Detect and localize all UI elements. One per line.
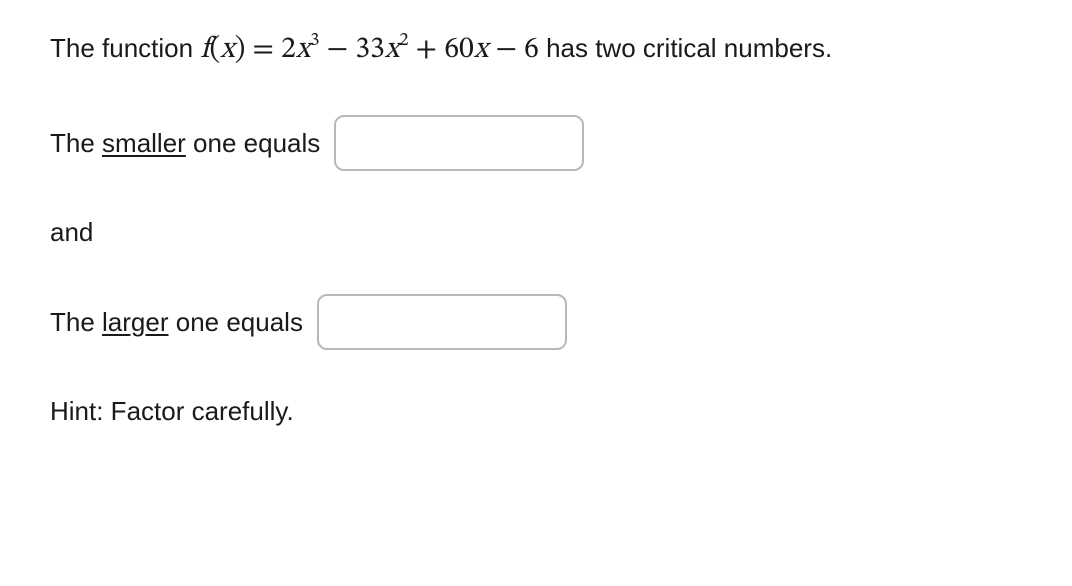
larger-input[interactable]: [317, 294, 567, 350]
hint-text: Hint: Factor carefully.: [50, 392, 1022, 431]
smaller-input[interactable]: [334, 115, 584, 171]
function-expression: f(x) = 2x3 − 33x2 + 60x − 6: [200, 35, 539, 65]
and-label: and: [50, 213, 1022, 252]
intro-prefix: The function: [50, 33, 200, 63]
smaller-underline: smaller: [102, 128, 186, 158]
smaller-prompt-row: The smaller one equals: [50, 115, 1022, 171]
smaller-label: The smaller one equals: [50, 124, 320, 163]
larger-prompt-row: The larger one equals: [50, 294, 1022, 350]
larger-label: The larger one equals: [50, 303, 303, 342]
larger-underline: larger: [102, 307, 168, 337]
problem-statement: The function f(x) = 2x3 − 33x2 + 60x − 6…: [50, 28, 1022, 73]
intro-suffix: has two critical numbers.: [539, 33, 832, 63]
